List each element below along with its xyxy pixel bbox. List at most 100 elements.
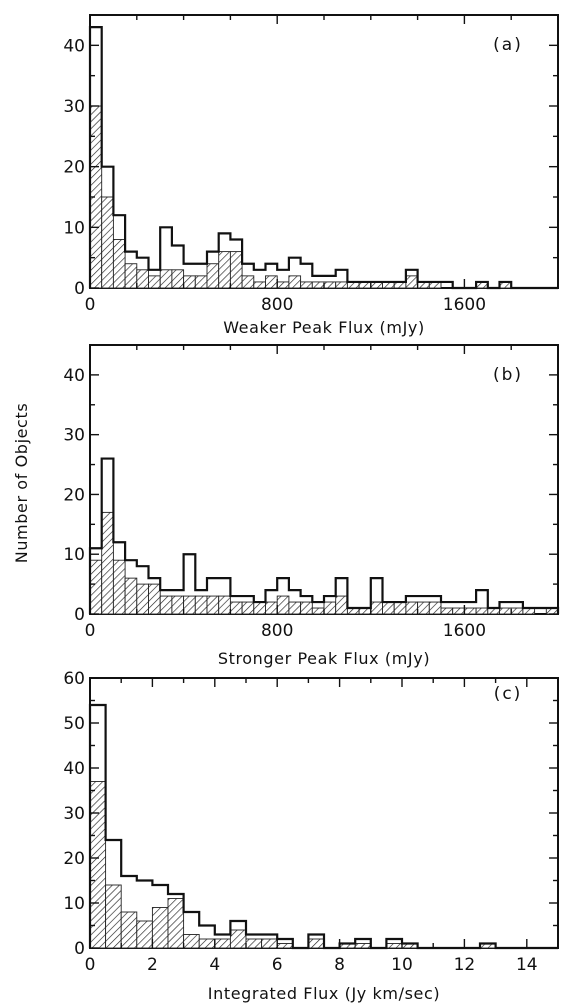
hatched-bar [311, 281, 325, 289]
hatched-bar [370, 601, 383, 615]
hatched-bar [89, 559, 103, 615]
hatched-bar [261, 938, 278, 949]
hatched-bar [148, 583, 161, 615]
hatched-bar [510, 607, 524, 615]
hatched-bar [405, 275, 419, 289]
panel-label-b: (b) [493, 365, 523, 385]
hatched-bar [218, 251, 231, 289]
plot-frame [89, 344, 559, 615]
hatched-bar [229, 251, 243, 289]
hatched-bar [112, 559, 126, 615]
x-tick-label: 8 [334, 955, 345, 975]
hatched-bar [323, 601, 337, 615]
hatched-bar [311, 607, 325, 615]
y-tick-label: 30 [63, 97, 85, 117]
hatched-bar [307, 938, 325, 949]
y-tick-label: 50 [63, 714, 85, 734]
hatched-bar [171, 269, 185, 289]
y-tick-label: 0 [74, 939, 85, 959]
y-tick-label: 20 [63, 485, 85, 505]
y-tick-label: 10 [63, 894, 85, 914]
x-tick-label: 1600 [443, 295, 486, 315]
hatched-bar [124, 263, 138, 289]
y-tick-label: 40 [63, 366, 85, 386]
hatched-bar [428, 601, 442, 615]
hatched-bar [194, 275, 208, 289]
total-histogram-outline [88, 457, 560, 614]
hatched-bar [101, 511, 114, 615]
y-tick-label: 60 [63, 669, 85, 689]
x-tick-label: 14 [516, 955, 538, 975]
hatched-bar [335, 595, 348, 615]
hatched-bar [354, 943, 372, 949]
hatched-bar [159, 595, 173, 615]
hatched-bar [499, 607, 512, 615]
hatched-bar [206, 595, 220, 615]
hatched-bar [229, 601, 243, 615]
y-tick-label: 20 [63, 158, 85, 178]
hatched-bar [167, 898, 185, 949]
hatched-bar [151, 907, 169, 949]
y-tick-label: 40 [63, 759, 85, 779]
total-histogram-outline [88, 703, 558, 950]
hatched-bar [136, 583, 149, 615]
hatched-bar [253, 281, 266, 289]
x-tick-label: 0 [85, 955, 96, 975]
x-tick-label: 6 [272, 955, 283, 975]
x-tick-label: 12 [454, 955, 476, 975]
x-tick-label: 800 [261, 295, 293, 315]
hatched-bar [323, 281, 337, 289]
x-axis-label: Integrated Flux (Jy km/sec) [208, 984, 440, 1003]
hatched-bar [183, 595, 196, 615]
x-tick-label: 1600 [443, 621, 486, 641]
hatched-bar [475, 607, 489, 615]
panel-label-c: (c) [494, 684, 523, 704]
hatched-bar [265, 601, 278, 615]
hatched-bar [136, 920, 153, 949]
y-tick-label: 10 [63, 218, 85, 238]
hatched-bar [393, 601, 407, 615]
hatched-bar [198, 938, 216, 949]
hatched-bar [405, 601, 419, 615]
hatched-bar [288, 601, 302, 615]
x-tick-label: 2 [147, 955, 158, 975]
hatched-bar [183, 934, 200, 949]
hatched-bar [136, 269, 149, 289]
hatched-bar [112, 239, 126, 289]
hatched-bar [276, 281, 290, 289]
hatched-bar [229, 929, 247, 949]
hatched-bar [218, 595, 231, 615]
hatched-bar [335, 281, 348, 289]
y-tick-label: 10 [63, 545, 85, 565]
x-tick-label: 10 [391, 955, 413, 975]
hatched-bar [148, 275, 161, 289]
hatched-bar [463, 607, 477, 615]
hatched-bar [440, 607, 454, 615]
hatched-bar [101, 196, 114, 289]
hatched-bar [276, 595, 290, 615]
y-tick-label: 30 [63, 804, 85, 824]
panel-a: 0 10 20 30 40 0 800 1600 Weaker Peak Flux (mJy) (… [63, 14, 559, 337]
y-tick-label: 0 [74, 279, 85, 299]
hatched-bar [265, 275, 278, 289]
hatched-bar [105, 884, 122, 949]
hatched-bar [214, 938, 231, 949]
x-tick-label: 800 [261, 621, 293, 641]
hatched-bar [89, 781, 107, 949]
x-tick-label: 0 [85, 295, 96, 315]
hatched-bar [194, 595, 208, 615]
hatched-bar [452, 607, 465, 615]
hatched-bar [171, 595, 185, 615]
hatched-bar [120, 911, 138, 949]
hatched-bar [183, 275, 196, 289]
x-tick-label: 4 [209, 955, 220, 975]
y-tick-label: 30 [63, 426, 85, 446]
hatched-bar [124, 577, 138, 615]
hatched-bar [382, 601, 395, 615]
hatched-bar [159, 269, 173, 289]
hatched-bar [245, 938, 263, 949]
y-tick-label: 0 [74, 605, 85, 625]
x-axis-label: Stronger Peak Flux (mJy) [218, 649, 430, 668]
panel-c: 0 10 20 30 40 50 60 0 2 4 6 8 10 12 14 Integrated Flux … [63, 669, 559, 1003]
